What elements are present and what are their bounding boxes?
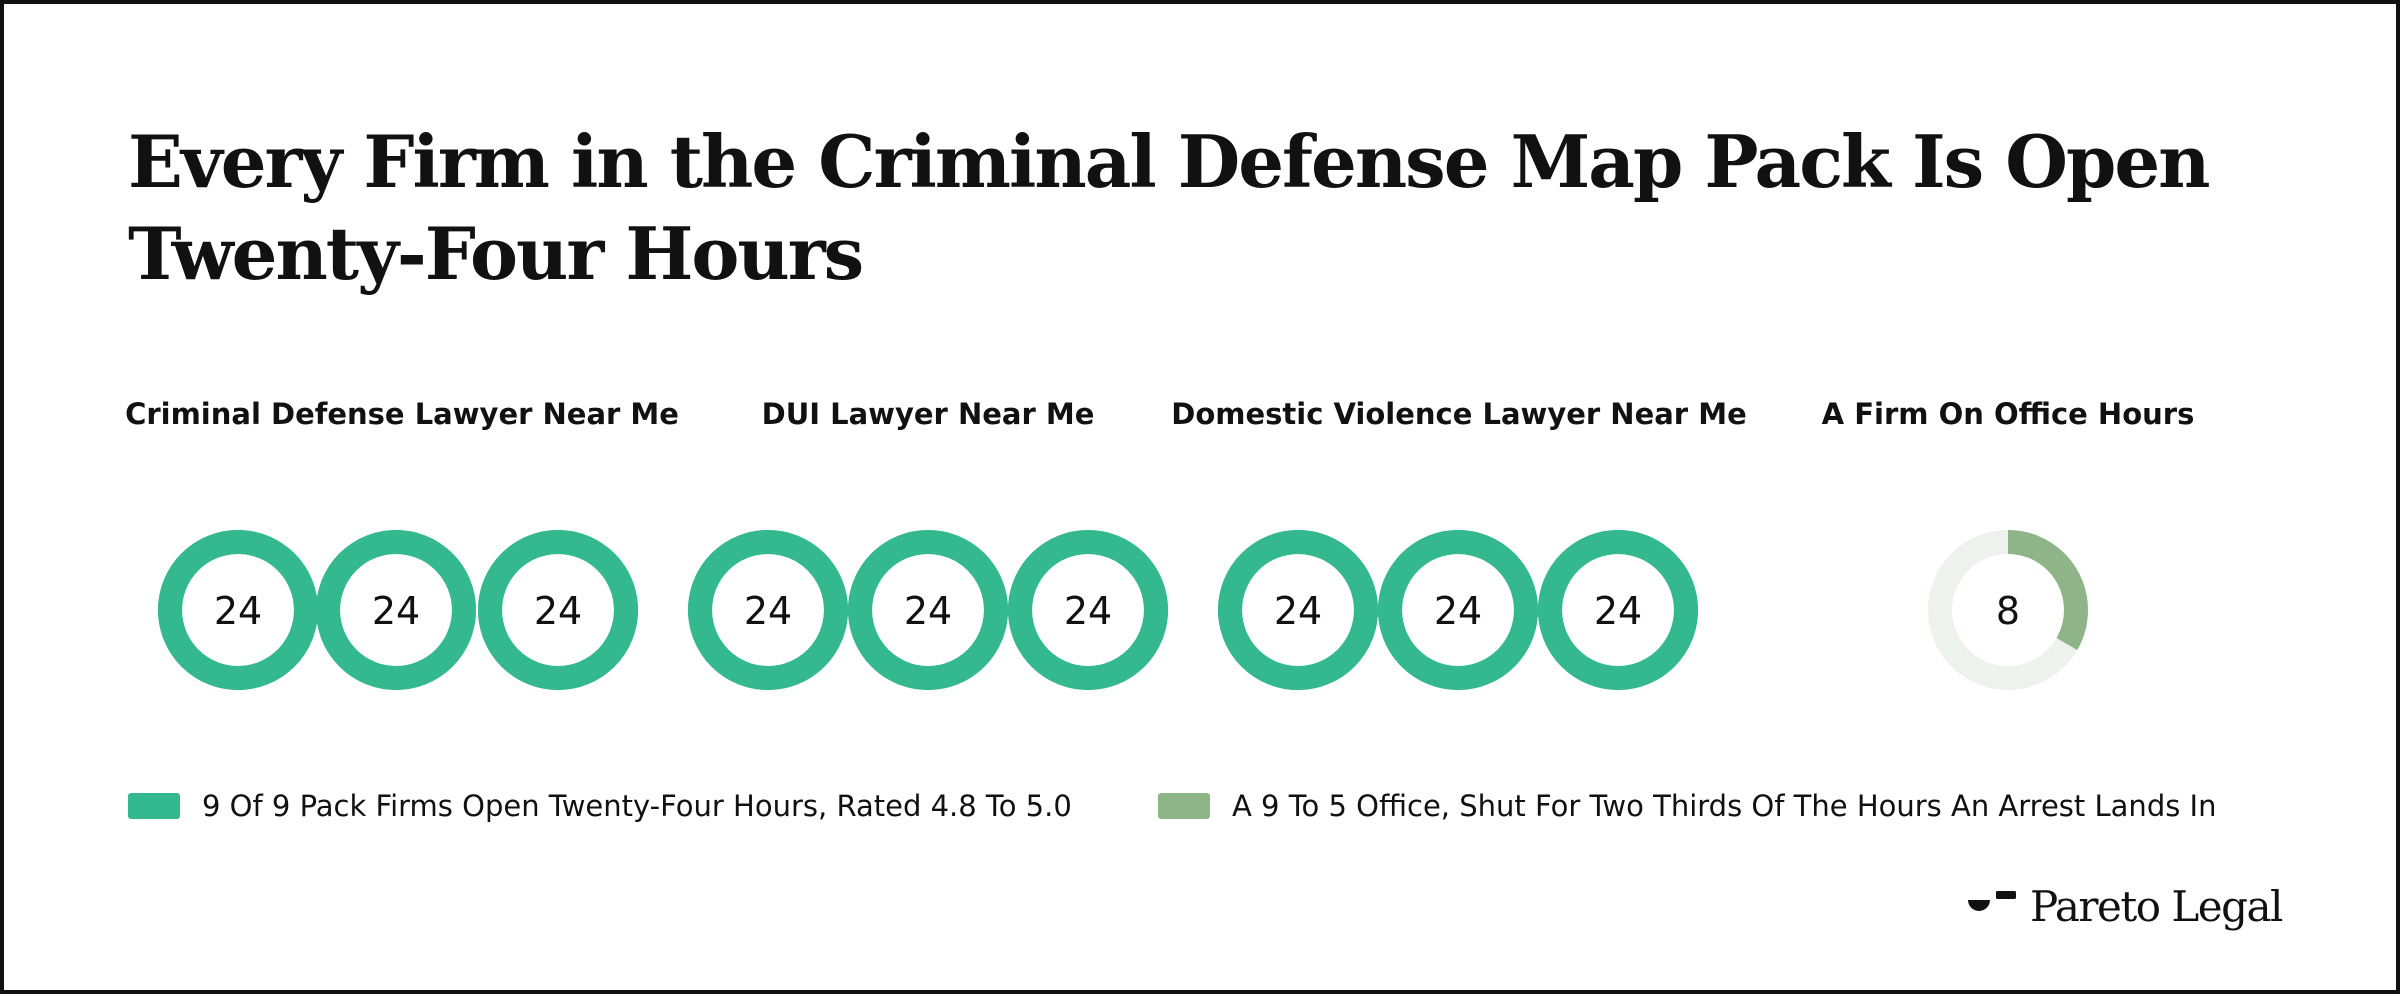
group-2-ring-1-data-label: 24: [1434, 589, 1482, 633]
brand-logo: Pareto Legal: [1966, 876, 2283, 936]
legend-label-open-24: 9 Of 9 Pack Firms Open Twenty-Four Hours…: [202, 789, 1072, 823]
group-2-ring-2-value-arc: [1538, 530, 1698, 690]
group-1-ring-0-data-label: 24: [744, 589, 792, 633]
chart-title-line-2: Twenty-Four Hours: [128, 211, 864, 296]
group-1-ring-1-value-arc: [848, 530, 1008, 690]
group-2-ring-2-data-label: 24: [1594, 589, 1642, 633]
chart-title-line-1: Every Firm in the Criminal Defense Map P…: [128, 119, 2211, 204]
group-3-ring-0-value-arc: [1928, 530, 2088, 690]
group-0-ring-2-data-label: 24: [534, 589, 582, 633]
group-label-criminal-defense: Criminal Defense Lawyer Near Me: [125, 397, 679, 431]
group-label-office-hours: A Firm On Office Hours: [1821, 397, 2195, 431]
group-2-ring-1-value-arc: [1378, 530, 1538, 690]
group-1-ring-1-data-label: 24: [904, 589, 952, 633]
legend-item-office: A 9 To 5 Office, Shut For Two Thirds Of …: [1158, 786, 2217, 826]
group-2-ring-0-value-arc: [1218, 530, 1378, 690]
group-0-ring-0-value-arc: [158, 530, 318, 690]
brand-name: Pareto Legal: [2030, 881, 2283, 931]
group-0-ring-2-value-arc: [478, 530, 638, 690]
group-0-ring-1-data-label: 24: [372, 589, 420, 633]
group-0-ring-1-value-arc: [316, 530, 476, 690]
group-1-ring-2-data-label: 24: [1064, 589, 1112, 633]
legend-swatch-office: [1158, 793, 1210, 819]
group-2-ring-0-data-label: 24: [1274, 589, 1322, 633]
chart-title: Every Firm in the Criminal Defense Map P…: [128, 116, 2278, 300]
group-1-ring-0-value-arc: [688, 530, 848, 690]
donut-rings-chart: 24 24 24 24 24 24 24 24 24 8: [158, 530, 2088, 690]
legend-swatch-open-24: [128, 793, 180, 819]
group-label-dui: DUI Lawyer Near Me: [761, 397, 1095, 431]
group-1-ring-2-value-arc: [1008, 530, 1168, 690]
group-label-domestic-violence: Domestic Violence Lawyer Near Me: [1171, 397, 1747, 431]
group-0-ring-0-data-label: 24: [214, 589, 262, 633]
pareto-legal-logo-icon: [1968, 891, 2016, 911]
legend-label-office: A 9 To 5 Office, Shut For Two Thirds Of …: [1232, 789, 2217, 823]
legend-item-open-24: 9 Of 9 Pack Firms Open Twenty-Four Hours…: [128, 786, 1072, 826]
group-3-ring-0-data-label: 8: [1996, 589, 2020, 633]
